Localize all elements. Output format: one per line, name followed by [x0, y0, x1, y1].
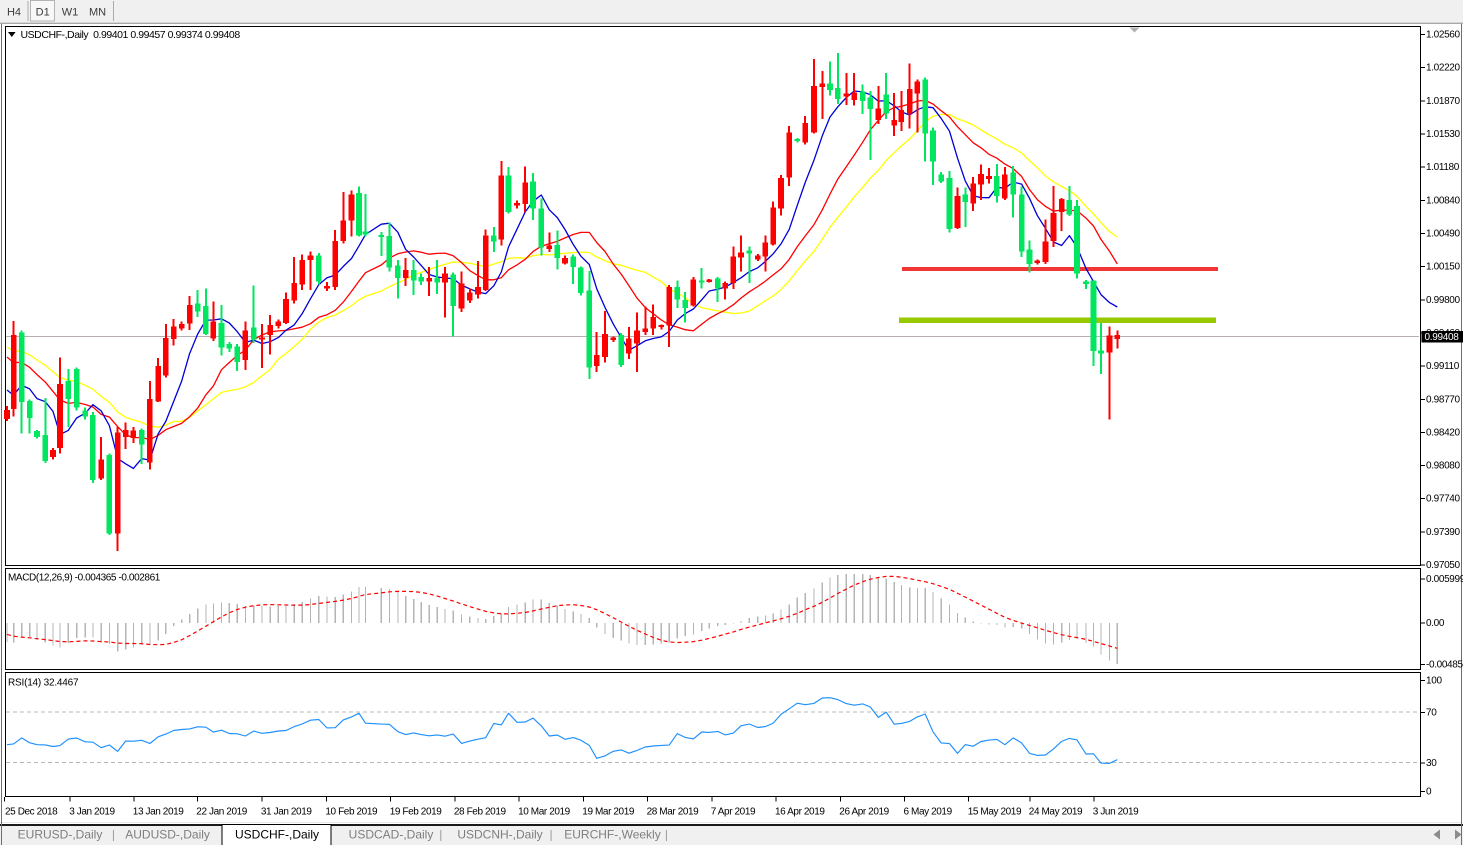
svg-text:0.98080: 0.98080 [1426, 461, 1460, 472]
svg-text:100: 100 [1426, 675, 1443, 686]
svg-text:15 May 2019: 15 May 2019 [968, 807, 1022, 818]
svg-text:MN: MN [89, 7, 106, 19]
svg-text:24 May 2019: 24 May 2019 [1029, 807, 1083, 818]
svg-text:|: | [112, 828, 115, 842]
svg-text:1.02220: 1.02220 [1426, 63, 1460, 74]
svg-text:1.02560: 1.02560 [1426, 30, 1460, 41]
svg-text:3 Jun 2019: 3 Jun 2019 [1093, 807, 1139, 818]
svg-text:1.00150: 1.00150 [1426, 262, 1460, 273]
svg-text:10 Mar 2019: 10 Mar 2019 [518, 807, 571, 818]
svg-text:USDCHF-,Daily 0.99401 0.99457: USDCHF-,Daily 0.99401 0.99457 0.99374 0.… [21, 29, 241, 41]
svg-text:22 Jan 2019: 22 Jan 2019 [196, 807, 247, 818]
svg-text:1.01180: 1.01180 [1426, 162, 1460, 173]
svg-text:0.97050: 0.97050 [1426, 560, 1460, 571]
svg-text:W1: W1 [62, 7, 79, 19]
svg-text:0.97740: 0.97740 [1426, 494, 1460, 505]
svg-text:AUDUSD-,Daily: AUDUSD-,Daily [125, 828, 210, 842]
svg-text:MACD(12,26,9) -0.004365 -0.002: MACD(12,26,9) -0.004365 -0.002861 [8, 573, 161, 584]
svg-text:13 Jan 2019: 13 Jan 2019 [133, 807, 184, 818]
svg-text:30: 30 [1426, 758, 1437, 769]
svg-text:0: 0 [1426, 787, 1432, 798]
svg-text:-0.004858: -0.004858 [1426, 660, 1463, 671]
svg-text:16 Apr 2019: 16 Apr 2019 [775, 807, 825, 818]
svg-text:26 Apr 2019: 26 Apr 2019 [839, 807, 889, 818]
svg-text:28 Mar 2019: 28 Mar 2019 [647, 807, 700, 818]
svg-text:|: | [439, 828, 442, 842]
svg-text:0.99800: 0.99800 [1426, 295, 1460, 306]
svg-text:0.98770: 0.98770 [1426, 394, 1460, 405]
svg-text:0.97390: 0.97390 [1426, 527, 1460, 538]
svg-text:|: | [550, 828, 553, 842]
svg-text:|: | [665, 828, 668, 842]
svg-text:10 Feb 2019: 10 Feb 2019 [325, 807, 378, 818]
svg-text:19 Feb 2019: 19 Feb 2019 [390, 807, 443, 818]
svg-text:H4: H4 [7, 7, 21, 19]
svg-text:70: 70 [1426, 707, 1437, 718]
svg-text:1.00840: 1.00840 [1426, 195, 1460, 206]
svg-text:EURCHF-,Weekly: EURCHF-,Weekly [564, 828, 660, 842]
svg-text:19 Mar 2019: 19 Mar 2019 [582, 807, 635, 818]
svg-text:1.01530: 1.01530 [1426, 129, 1460, 140]
svg-text:0.005999: 0.005999 [1426, 574, 1463, 585]
svg-text:28 Feb 2019: 28 Feb 2019 [454, 807, 507, 818]
svg-text:3 Jan 2019: 3 Jan 2019 [69, 807, 115, 818]
svg-text:1.01870: 1.01870 [1426, 96, 1460, 107]
svg-text:RSI(14) 32.4467: RSI(14) 32.4467 [8, 678, 79, 689]
svg-text:0.99408: 0.99408 [1425, 332, 1460, 343]
svg-text:0.98420: 0.98420 [1426, 427, 1460, 438]
svg-text:7 Apr 2019: 7 Apr 2019 [711, 807, 756, 818]
svg-text:0.99110: 0.99110 [1426, 361, 1460, 372]
svg-text:25 Dec 2018: 25 Dec 2018 [5, 807, 58, 818]
svg-text:USDCNH-,Daily: USDCNH-,Daily [457, 828, 542, 842]
svg-text:0.00: 0.00 [1426, 618, 1445, 629]
svg-text:1.00490: 1.00490 [1426, 229, 1460, 240]
svg-text:D1: D1 [36, 7, 50, 19]
svg-text:6 May 2019: 6 May 2019 [904, 807, 953, 818]
svg-text:31 Jan 2019: 31 Jan 2019 [261, 807, 312, 818]
svg-text:USDCHF-,Daily: USDCHF-,Daily [235, 828, 319, 842]
svg-text:USDCAD-,Daily: USDCAD-,Daily [349, 828, 434, 842]
svg-text:EURUSD-,Daily: EURUSD-,Daily [18, 828, 103, 842]
